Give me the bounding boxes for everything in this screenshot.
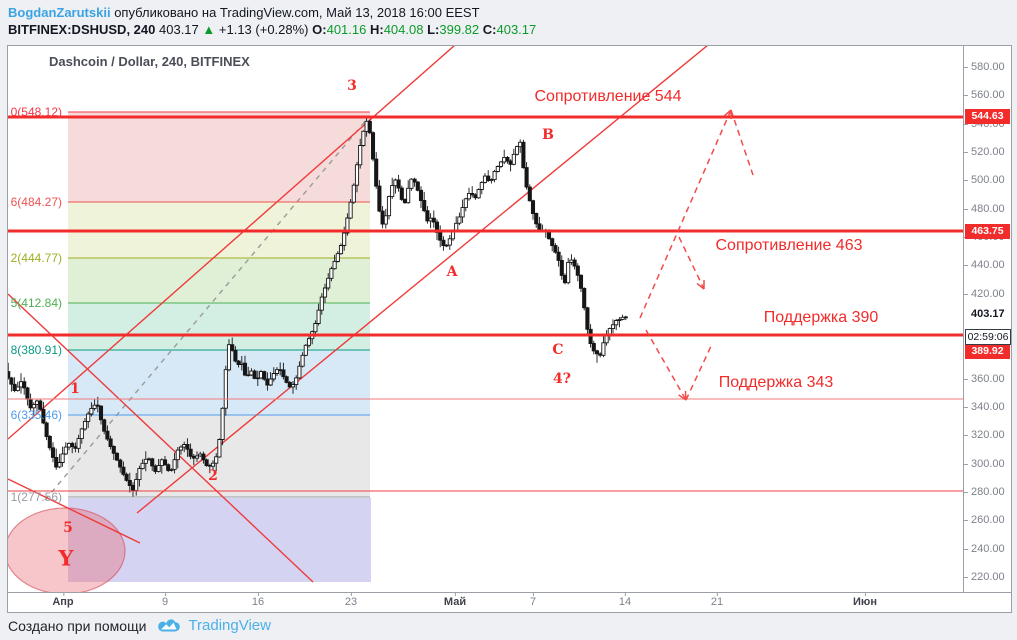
projection-pullback-544 — [730, 109, 754, 176]
publish-header: BogdanZarutskii опубликовано на TradingV… — [8, 5, 480, 20]
time-tick-23: 23 — [345, 593, 357, 608]
time-tick-14: 14 — [619, 593, 631, 608]
low-value: 399.82 — [439, 22, 480, 37]
price-tag-544.63: 544.63 — [965, 109, 1010, 124]
close-value: 403.17 — [496, 22, 537, 37]
footer: Создано при помощи TradingView — [8, 617, 271, 634]
chart-canvas — [8, 46, 963, 592]
price-tag-389.92: 389.92 — [965, 344, 1010, 359]
descending-trendline-short — [8, 478, 141, 544]
time-tick-9: 9 — [162, 593, 168, 608]
time-tick-Апр: Апр — [52, 593, 74, 608]
target-ellipse — [8, 507, 126, 592]
time-tick-16: 16 — [252, 593, 264, 608]
high-label: H: — [369, 22, 384, 37]
ascending-trendline-upper — [8, 46, 455, 440]
price-change: +1.13 (+0.28%) — [218, 22, 309, 37]
fib-band-2 — [68, 258, 370, 303]
author-link[interactable]: BogdanZarutskii — [8, 5, 111, 20]
last-price: 403.17 — [159, 22, 199, 37]
symbol-ohlc-bar: BITFINEX:DSHUSD, 240 403.17 ▲ +1.13 (+0.… — [8, 22, 536, 37]
close-label: C: — [482, 22, 497, 37]
projection-pullback-463 — [678, 236, 705, 290]
projection-down-to-343 — [645, 329, 687, 401]
projection-bounce-343 — [685, 343, 713, 401]
bar-countdown: 02:59:06 — [965, 329, 1011, 345]
tradingview-logo-icon — [158, 618, 181, 631]
chart-title: Dashcoin / Dollar, 240, BITFINEX — [49, 54, 250, 69]
price-tag-463.75: 463.75 — [965, 224, 1010, 239]
projection-pullback-463-arrowhead — [696, 280, 705, 290]
gray-dashed-trendline — [44, 117, 369, 501]
chart-plot-area[interactable]: 0(548.12) 6(484.27) 2(444.77) 5(412.84) 8(38… — [8, 46, 963, 592]
open-label: O: — [312, 22, 327, 37]
time-tick-7: 7 — [530, 593, 536, 608]
footer-text: Создано при помощи — [8, 617, 147, 634]
projection-up-to-544 — [639, 109, 732, 319]
open-value: 401.16 — [326, 22, 367, 37]
chart-frame: 0(548.12) 6(484.27) 2(444.77) 5(412.84) 8(38… — [7, 45, 1012, 613]
price-axis[interactable]: 580.00560.00540.00520.00500.00480.00460.… — [963, 46, 1011, 592]
fib-band-4 — [68, 350, 370, 415]
fib-band-3 — [68, 303, 370, 350]
time-tick-Май: Май — [444, 593, 466, 608]
symbol-label: BITFINEX:DSHUSD, 240 — [8, 22, 156, 37]
time-tick-Июн: Июн — [853, 593, 877, 608]
time-tick-21: 21 — [711, 593, 723, 608]
tradingview-brand-link[interactable]: TradingView — [188, 617, 271, 634]
wave-y-zone — [68, 498, 371, 582]
current-price-label: 403.17 — [971, 308, 1005, 320]
candle-bodies-down — [8, 120, 603, 492]
up-arrow-icon: ▲ — [202, 22, 216, 37]
ascending-trendline-lower — [136, 46, 708, 514]
descending-trendline — [8, 293, 314, 583]
fib-band-0 — [68, 112, 370, 202]
time-axis[interactable]: Апр 9 16 23 Май 7 14 21 Июн — [8, 592, 1011, 612]
low-label: L: — [427, 22, 440, 37]
high-value: 404.08 — [383, 22, 424, 37]
publish-info: опубликовано на TradingView.com, Май 13,… — [114, 5, 480, 20]
